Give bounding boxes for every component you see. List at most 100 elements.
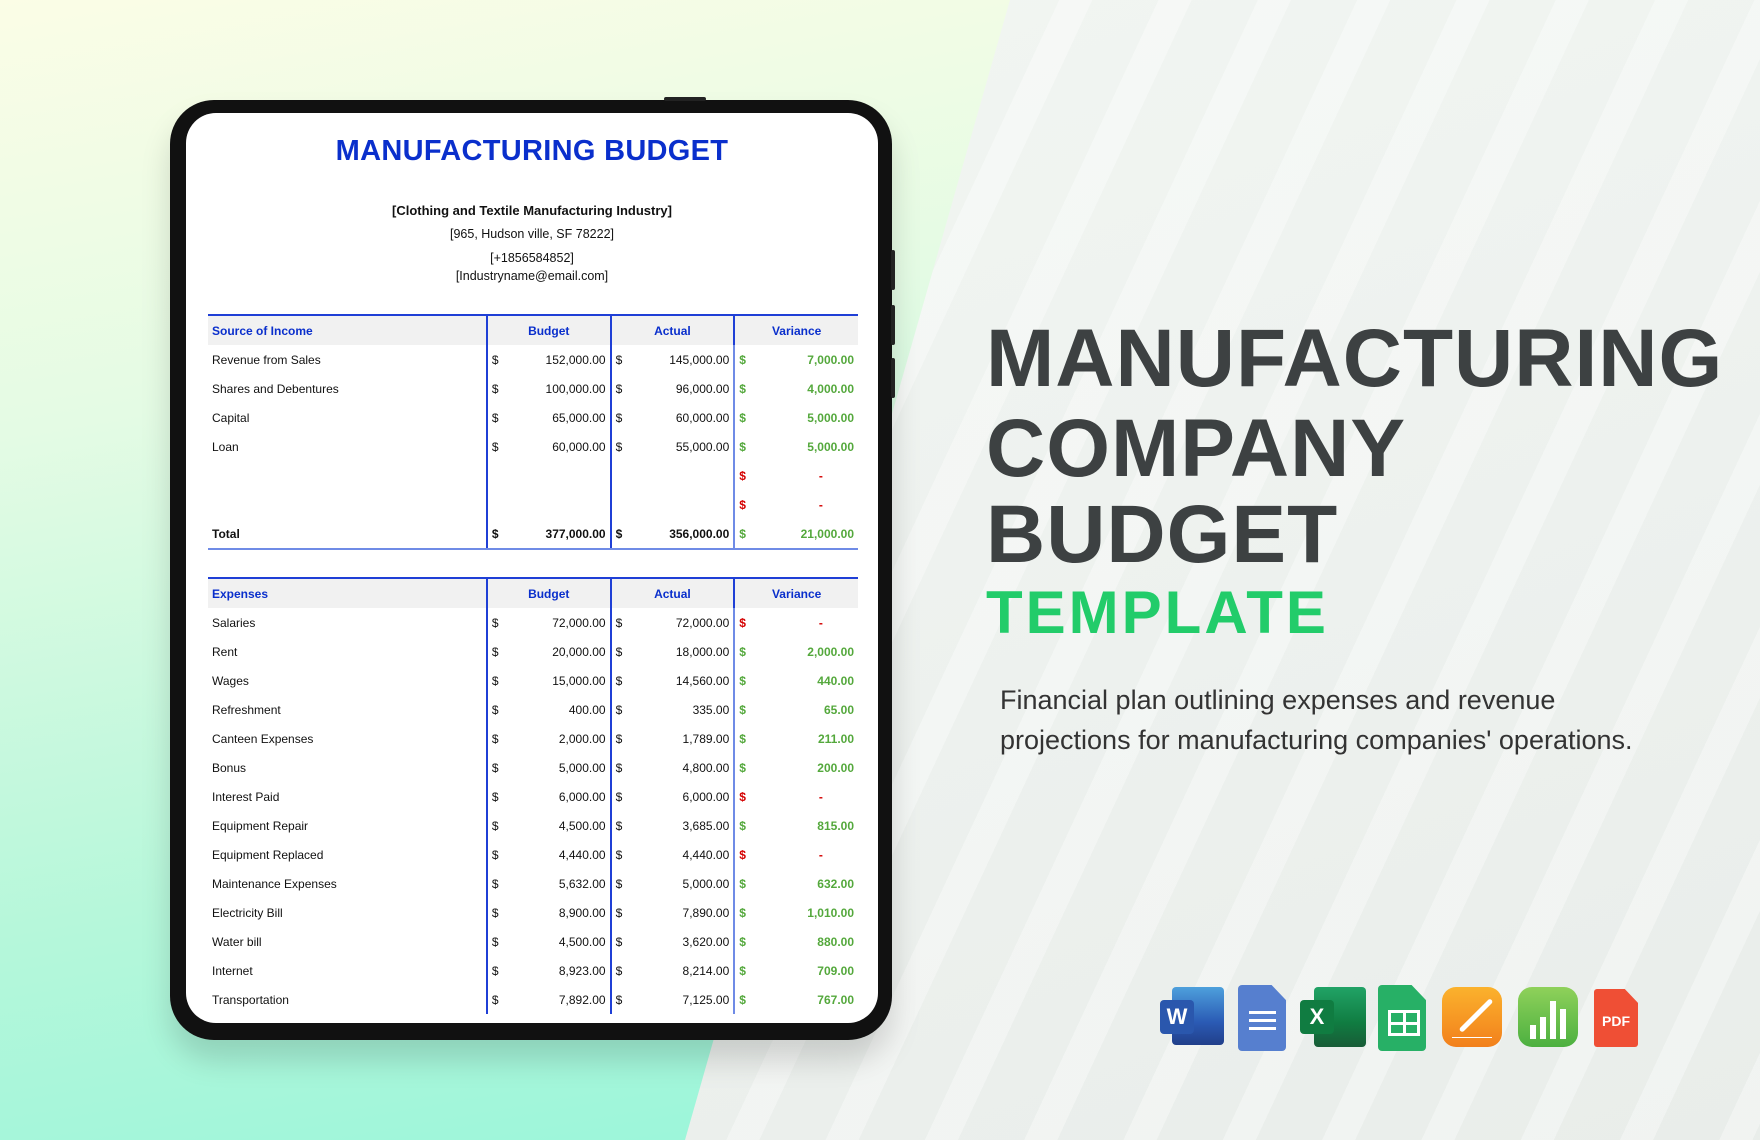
table-row: Refreshment $400.00 $335.00 $65.00 — [208, 695, 858, 724]
currency-symbol: $ — [733, 753, 748, 782]
actual-value: 8,214.00 — [682, 963, 730, 978]
currency-symbol: $ — [609, 637, 625, 666]
row-label: Capital — [212, 410, 250, 425]
table-row: Shares and Debentures $100,000.00 $96,000.… — [208, 374, 858, 403]
currency-symbol: $ — [485, 724, 501, 753]
table-row: $ - — [208, 490, 858, 519]
currency-symbol: $ — [609, 753, 625, 782]
budget-value: 377,000.00 — [500, 519, 611, 550]
budget-value: 5,632.00 — [558, 876, 606, 891]
currency-symbol: $ — [485, 608, 501, 637]
variance-value: 709.00 — [817, 963, 854, 978]
currency-symbol: $ — [485, 927, 501, 956]
variance-value: 767.00 — [817, 992, 854, 1007]
hero-title-line-3: BUDGET — [986, 489, 1339, 580]
variance-value: 815.00 — [817, 818, 854, 833]
row-label: Equipment Repair — [212, 818, 309, 833]
actual-value: 96,000.00 — [675, 381, 730, 396]
currency-symbol: $ — [733, 956, 748, 985]
column-header-budget: Budget — [485, 578, 611, 608]
actual-value: 5,000.00 — [682, 876, 730, 891]
variance-value: - — [818, 497, 823, 512]
currency-symbol: $ — [485, 432, 501, 461]
currency-symbol: $ — [485, 403, 501, 432]
expenses-table: Expenses Budget Actual Variance Salaries $72,… — [208, 577, 858, 1014]
table-row: Transportation $7,892.00 $7,125.00 $767.00 — [208, 985, 858, 1014]
variance-value: 211.00 — [817, 731, 854, 746]
actual-value: 4,800.00 — [682, 760, 730, 775]
budget-value: 15,000.00 — [552, 673, 606, 688]
tablet-top-button — [664, 97, 706, 101]
table-row: Revenue from Sales $152,000.00 $145,000.00… — [208, 345, 858, 374]
currency-symbol: $ — [609, 695, 625, 724]
column-header-actual: Actual — [609, 578, 735, 608]
income-table: Source of Income Budget Actual Variance Reve… — [208, 314, 858, 550]
google-sheets-icon[interactable] — [1376, 983, 1428, 1051]
currency-symbol: $ — [485, 345, 501, 374]
actual-value: 14,560.00 — [675, 673, 730, 688]
currency-symbol: $ — [733, 637, 748, 666]
currency-symbol: $ — [485, 985, 501, 1014]
currency-symbol — [609, 490, 625, 519]
actual-value: 335.00 — [692, 702, 730, 717]
format-icons: W X PDF — [1160, 983, 1640, 1051]
table-row: Equipment Replaced $4,440.00 $4,440.00 $ - — [208, 840, 858, 869]
tablet-side-button — [891, 305, 895, 345]
excel-icon[interactable]: X — [1300, 983, 1366, 1049]
word-icon[interactable]: W — [1160, 983, 1224, 1049]
currency-symbol: $ — [609, 432, 625, 461]
currency-symbol: $ — [609, 985, 625, 1014]
hero-accent: TEMPLATE — [986, 579, 1329, 646]
table-row: Salaries $72,000.00 $72,000.00 $ - — [208, 608, 858, 637]
currency-symbol: $ — [733, 608, 748, 637]
row-label: Maintenance Expenses — [212, 876, 337, 891]
budget-value: 4,440.00 — [558, 847, 606, 862]
actual-value: 356,000.00 — [624, 519, 735, 550]
variance-value: - — [818, 847, 823, 862]
actual-value — [624, 490, 734, 519]
column-header-label: Expenses — [208, 578, 487, 608]
actual-value: 4,440.00 — [682, 847, 730, 862]
row-label: Wages — [212, 673, 249, 688]
actual-value — [624, 461, 734, 490]
variance-value: 200.00 — [817, 760, 854, 775]
currency-symbol: $ — [485, 753, 501, 782]
currency-symbol: $ — [733, 695, 748, 724]
tablet-side-button — [891, 358, 895, 398]
company-name: [Clothing and Textile Manufacturing Indu… — [392, 203, 672, 218]
hero-title-line-2: COMPANY — [986, 403, 1407, 494]
budget-value: 4,500.00 — [558, 934, 606, 949]
column-header-variance: Variance — [733, 315, 858, 345]
actual-value: 55,000.00 — [675, 439, 730, 454]
budget-value: 100,000.00 — [545, 381, 606, 396]
google-docs-icon[interactable] — [1236, 983, 1288, 1051]
table-row: Interest Paid $6,000.00 $6,000.00 $ - — [208, 782, 858, 811]
currency-symbol: $ — [733, 869, 748, 898]
pages-icon[interactable] — [1440, 983, 1504, 1049]
column-header-budget: Budget — [485, 315, 611, 345]
row-label: Bonus — [212, 760, 247, 775]
budget-value: 2,000.00 — [558, 731, 606, 746]
column-header-actual: Actual — [609, 315, 735, 345]
row-label: Refreshment — [212, 702, 281, 717]
numbers-icon[interactable] — [1516, 983, 1580, 1049]
currency-symbol: $ — [485, 956, 501, 985]
currency-symbol: $ — [609, 666, 625, 695]
actual-value: 1,789.00 — [682, 731, 730, 746]
currency-symbol: $ — [485, 840, 501, 869]
currency-symbol: $ — [733, 461, 748, 490]
actual-value: 3,685.00 — [682, 818, 730, 833]
row-label — [208, 461, 487, 490]
pdf-icon[interactable]: PDF — [1592, 983, 1640, 1049]
variance-value: 2,000.00 — [807, 644, 854, 659]
currency-symbol: $ — [609, 869, 625, 898]
row-label: Revenue from Sales — [212, 352, 321, 367]
currency-symbol: $ — [733, 345, 748, 374]
currency-symbol: $ — [609, 374, 625, 403]
currency-symbol: $ — [609, 956, 625, 985]
currency-symbol: $ — [733, 374, 748, 403]
hero-title-line-1: MANUFACTURING — [986, 313, 1724, 404]
variance-value: - — [818, 615, 823, 630]
row-label: Equipment Replaced — [212, 847, 324, 862]
company-address: [965, Hudson ville, SF 78222] — [450, 227, 614, 241]
